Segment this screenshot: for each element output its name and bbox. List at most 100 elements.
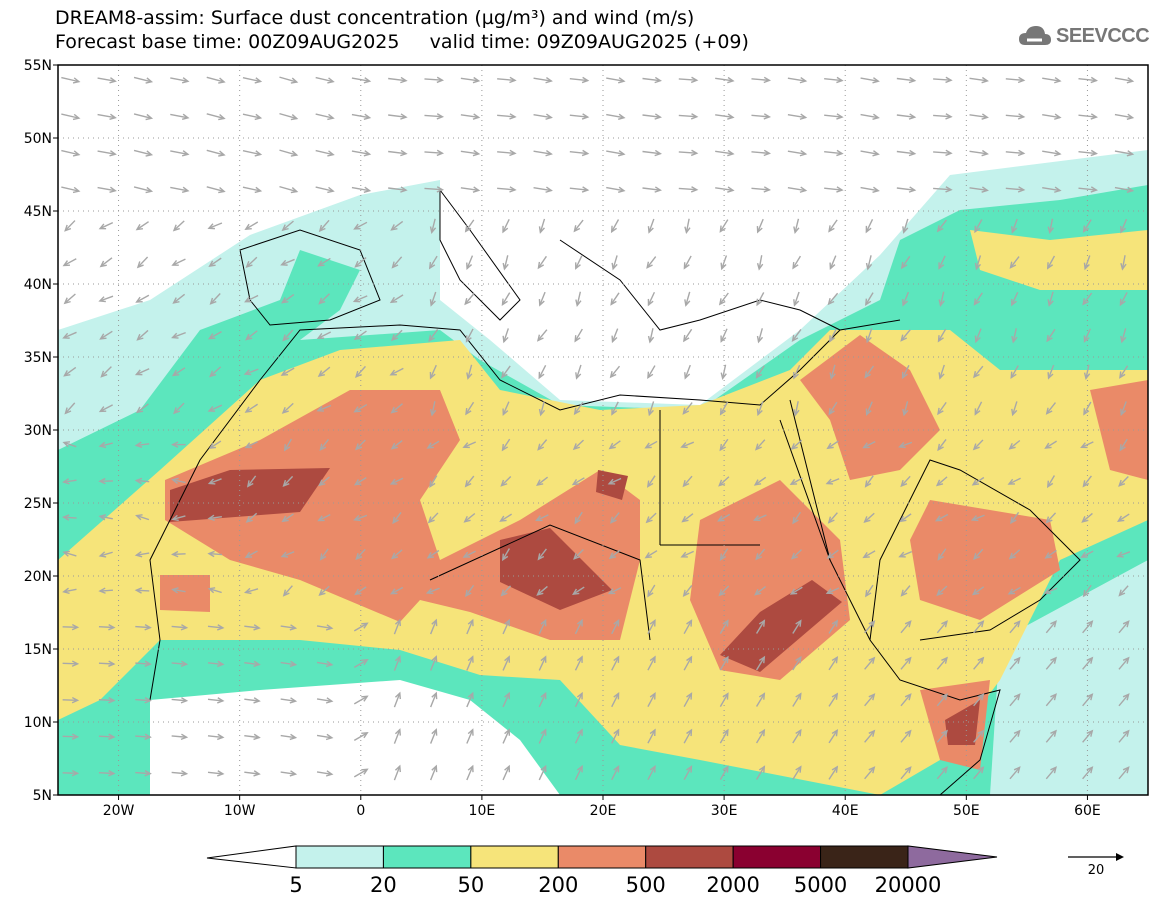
wind-arrow (353, 659, 369, 668)
wind-arrow (717, 513, 731, 522)
dust-level-200-500-west (160, 575, 210, 612)
wind-arrow (1118, 729, 1130, 743)
wind-arrow (608, 549, 621, 560)
wind-arrow (98, 660, 116, 667)
wind-arrow (611, 691, 620, 708)
colorbar: 5 20 50 200 500 2000 5000 20000 (206, 845, 998, 897)
colorbar-label: 50 (457, 873, 484, 897)
wind-arrow (136, 256, 149, 269)
lat-label: 50N (24, 131, 52, 147)
wind-arrow (574, 764, 583, 781)
wind-arrow (829, 255, 837, 271)
wind-arrow (170, 150, 190, 157)
wind-arrow (793, 218, 800, 234)
wind-arrow (751, 186, 772, 193)
wind-arrow (134, 551, 150, 558)
wind-arrow (319, 439, 329, 451)
logo-text: SEEVCCC (1056, 24, 1150, 47)
wind-arrow (865, 255, 873, 271)
wind-arrow (428, 329, 439, 343)
wind-reference-vector: 20 (1068, 853, 1124, 878)
wind-arrow (865, 219, 874, 234)
wind-arrow (936, 620, 948, 634)
wind-arrow (973, 656, 985, 670)
wind-arrow (244, 624, 261, 631)
wind-arrow (351, 113, 372, 120)
wind-arrow (864, 365, 875, 379)
wind-arrow (606, 113, 626, 120)
wind-arrow (354, 257, 367, 268)
wind-arrow (826, 549, 839, 559)
wind-arrow (63, 293, 76, 305)
wind-arrow (608, 440, 621, 450)
wind-arrow (207, 478, 222, 485)
title-line-1: DREAM8-assim: Surface dust concentration… (55, 7, 695, 29)
wind-arrow (429, 691, 438, 708)
wind-arrow (720, 255, 728, 271)
wind-arrow (424, 76, 445, 84)
wind-arrow (972, 439, 984, 451)
wind-arrow (647, 365, 656, 380)
wind-arrow (393, 764, 401, 781)
wind-arrow (755, 692, 766, 707)
wind-arrow (61, 113, 81, 121)
wind-arrow (318, 219, 330, 233)
wind-arrow (209, 366, 222, 378)
wind-arrow (502, 255, 509, 271)
wind-arrow (937, 548, 947, 561)
wind-arrow (426, 549, 440, 559)
wind-arrow (98, 623, 116, 631)
colorbar-label: 200 (538, 873, 578, 897)
wind-arrow (611, 401, 619, 416)
wind-arrow (865, 584, 874, 598)
wind-arrow (865, 292, 874, 306)
wind-arrow (207, 770, 225, 777)
wind-arrow (466, 655, 474, 671)
wind-arrow (460, 113, 481, 120)
wind-arrow (206, 186, 226, 194)
wind-arrow (355, 439, 366, 451)
wind-arrow (937, 438, 947, 452)
wind-arrow (533, 113, 553, 120)
dust-level-500-2000 (170, 468, 330, 522)
wind-arrow (98, 696, 116, 704)
lon-label: 20W (103, 803, 135, 819)
wind-arrow (864, 620, 876, 634)
wind-arrow (388, 186, 408, 193)
wind-arrow (901, 365, 910, 380)
wind-arrow (98, 551, 113, 558)
wind-arrow (62, 623, 80, 631)
wind-arrow (902, 218, 909, 234)
wind-arrow (502, 328, 509, 344)
wind-arrow (318, 293, 330, 305)
wind-arrow (611, 618, 620, 635)
wind-arrow (353, 622, 369, 632)
wind-arrow (393, 691, 401, 708)
wind-arrow (244, 770, 261, 777)
wind-arrow (902, 401, 909, 417)
wind-arrow (936, 693, 948, 707)
wind-arrow (536, 329, 548, 342)
wind-arrow (718, 585, 730, 597)
wind-arrow (678, 149, 699, 157)
wind-arrow (283, 438, 293, 452)
wind-arrow (171, 367, 186, 377)
colorbar-label: 5000 (794, 873, 847, 897)
wind-arrow (1009, 729, 1021, 743)
wind-arrow (569, 149, 590, 157)
wind-arrow (390, 220, 404, 231)
wind-arrow (355, 365, 366, 378)
wind-arrow (97, 113, 117, 120)
colorbar-over-triangle (907, 845, 998, 869)
wind-arrow (464, 292, 475, 306)
wind-arrow (538, 401, 546, 417)
wind-arrow (243, 368, 259, 376)
wind-arrow (389, 477, 404, 485)
wind-arrow (896, 186, 917, 193)
wind-arrow (538, 291, 546, 307)
wind-arrow (246, 475, 257, 488)
wind-arrow (646, 475, 656, 488)
wind-arrow (207, 733, 225, 741)
lat-label: 10N (24, 715, 52, 731)
wind-arrow (353, 403, 368, 413)
